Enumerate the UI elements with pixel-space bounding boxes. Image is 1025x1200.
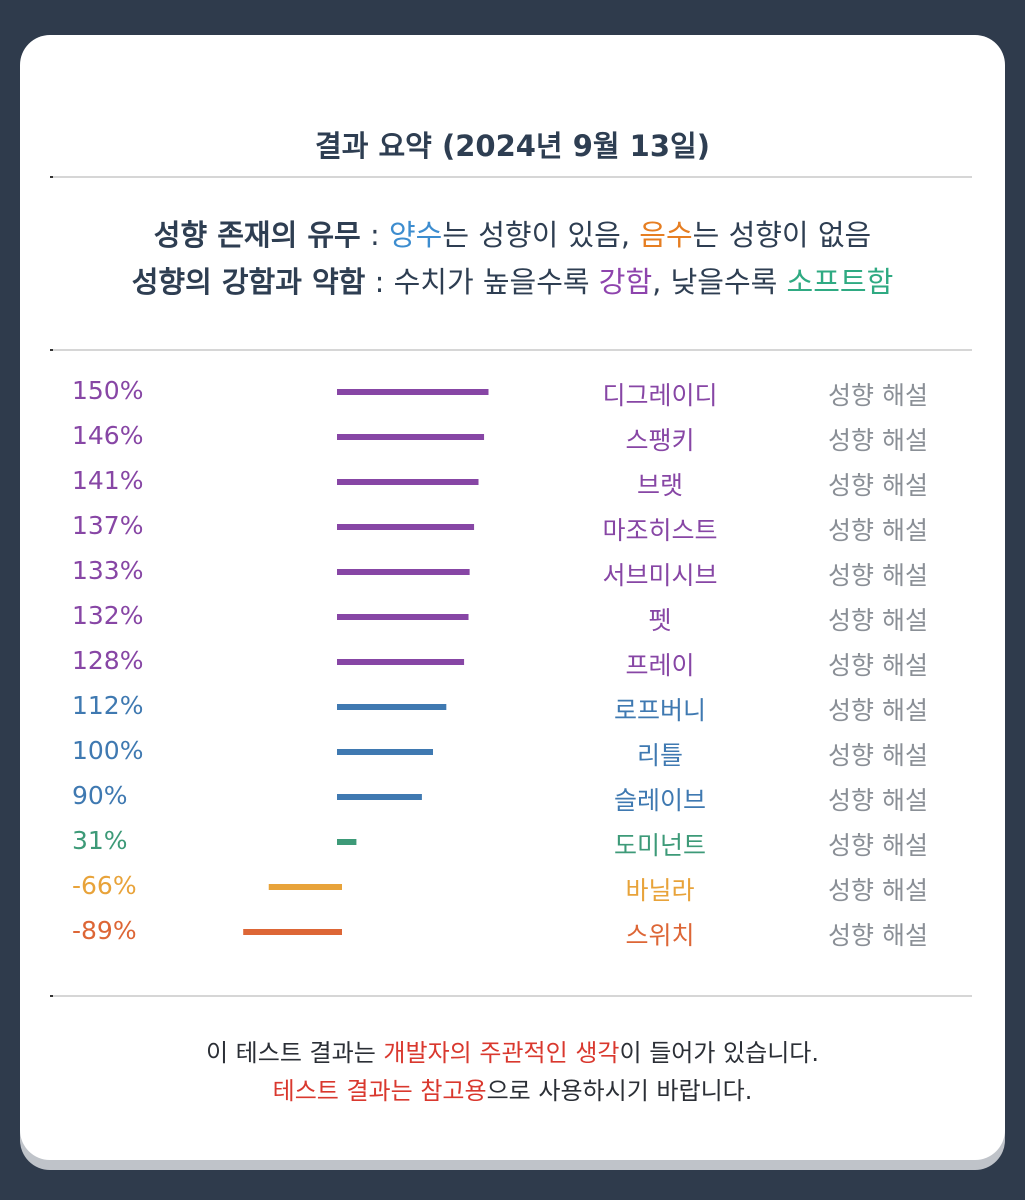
result-percent: 137% [72, 511, 144, 540]
explanation-link[interactable]: 성향 해설 [828, 381, 928, 410]
explanation-link[interactable]: 성향 해설 [828, 741, 928, 770]
result-percent: 128% [72, 646, 144, 675]
result-type-name[interactable]: 스팽키 [625, 426, 695, 455]
footer-notice-1: 이 테스트 결과는 개발자의 주관적인 생각이 들어가 있습니다. [20, 1033, 1005, 1068]
explanation-link[interactable]: 성향 해설 [828, 606, 928, 635]
result-type-name[interactable]: 서브미시브 [602, 561, 718, 590]
divider-top [50, 176, 972, 178]
divider-middle [50, 349, 972, 351]
result-type-name[interactable]: 브랫 [636, 471, 683, 500]
result-percent: 150% [72, 376, 144, 405]
explanation-link[interactable]: 성향 해설 [828, 426, 928, 455]
footer-text: 이 들어가 있습니다. [619, 1039, 820, 1067]
explanation-link[interactable]: 성향 해설 [828, 921, 928, 950]
result-percent: 31% [72, 826, 128, 855]
result-type-name[interactable]: 도미넌트 [613, 831, 706, 860]
result-type-name[interactable]: 슬레이브 [613, 786, 706, 815]
footer-highlight: 개발자의 주관적인 생각 [383, 1039, 620, 1067]
legend-text: 는 성향이 있음, [442, 218, 640, 252]
page-title: 결과 요약 (2024년 9월 13일) [315, 129, 710, 163]
result-percent: 133% [72, 556, 144, 585]
explanation-link[interactable]: 성향 해설 [828, 516, 928, 545]
result-percent: -66% [72, 871, 137, 900]
legend-negative: 음수 [639, 218, 693, 252]
explanation-link[interactable]: 성향 해설 [828, 876, 928, 905]
legend-strength: 성향의 강함과 약함 : 수치가 높을수록 강함, 낮을수록 소프트함 [20, 259, 1005, 301]
explanation-link[interactable]: 성향 해설 [828, 651, 928, 680]
result-percent: 132% [72, 601, 144, 630]
legend-soft: 소프트함 [786, 265, 894, 299]
legend-existence: 성향 존재의 유무 : 양수는 성향이 있음, 음수는 성향이 없음 [20, 212, 1005, 254]
legend-text: 는 성향이 없음 [692, 218, 872, 252]
legend-text: 수치가 높을수록 [393, 265, 599, 299]
result-percent: -89% [72, 916, 137, 945]
legend-sep: : [360, 218, 389, 252]
divider-bottom [50, 995, 972, 997]
footer-text: 으로 사용하시기 바랍니다. [486, 1077, 753, 1105]
result-percent: 112% [72, 691, 144, 720]
footer-notice-2: 테스트 결과는 참고용으로 사용하시기 바랍니다. [20, 1071, 1005, 1106]
result-card: 결과 요약 (2024년 9월 13일) 성향 존재의 유무 : 양수는 성향이… [20, 35, 1005, 1160]
result-type-name[interactable]: 리틀 [636, 741, 683, 770]
explanation-link[interactable]: 성향 해설 [828, 471, 928, 500]
explanation-link[interactable]: 성향 해설 [828, 696, 928, 725]
result-type-name[interactable]: 로프버니 [613, 696, 706, 725]
result-bars [243, 389, 489, 935]
legend-existence-label: 성향 존재의 유무 [153, 218, 361, 252]
result-percent: 100% [72, 736, 144, 765]
legend-strength-label: 성향의 강함과 약함 [131, 265, 366, 299]
legend-positive: 양수 [388, 218, 443, 252]
result-percent: 141% [72, 466, 144, 495]
result-type-name[interactable]: 펫 [648, 606, 672, 635]
legend-text: , 낮을수록 [652, 265, 787, 299]
result-type-name[interactable]: 프레이 [625, 651, 695, 680]
legend-strong: 강함 [598, 265, 653, 299]
explanation-link[interactable]: 성향 해설 [828, 561, 928, 590]
result-percent: 90% [72, 781, 128, 810]
result-type-name[interactable]: 디그레이디 [602, 381, 718, 410]
result-percent: 146% [72, 421, 144, 450]
footer-text: 이 테스트 결과는 [205, 1039, 384, 1067]
result-type-name[interactable]: 바닐라 [625, 876, 695, 905]
result-type-name[interactable]: 스위치 [625, 921, 695, 950]
explanation-link[interactable]: 성향 해설 [828, 831, 928, 860]
legend-sep: : [365, 265, 394, 299]
explanation-link[interactable]: 성향 해설 [828, 786, 928, 815]
result-type-name[interactable]: 마조히스트 [602, 516, 718, 545]
footer-highlight: 테스트 결과는 참고용 [272, 1077, 487, 1105]
